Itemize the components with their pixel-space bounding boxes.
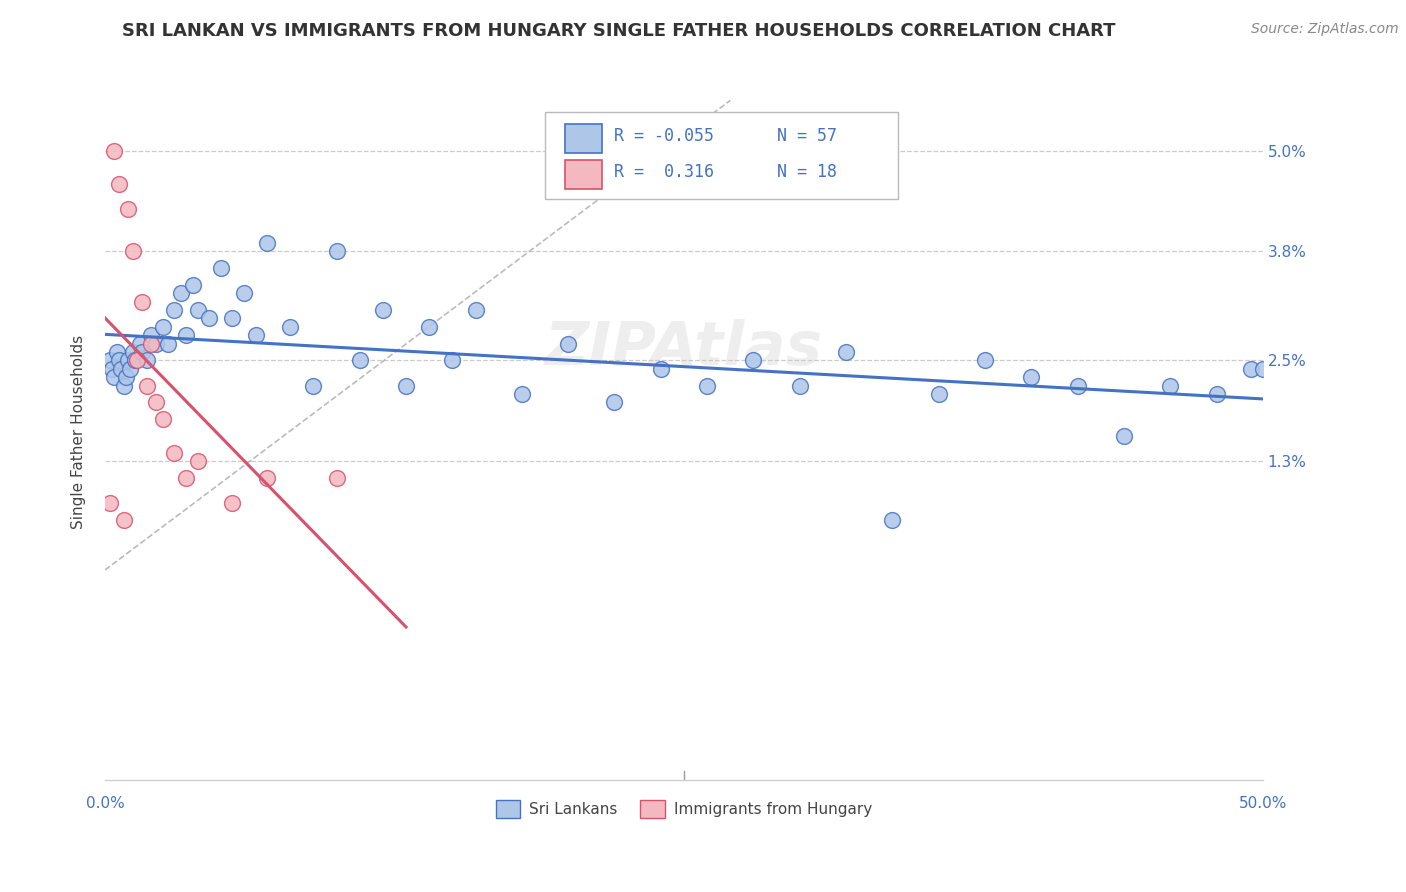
- Point: [187, 454, 209, 468]
- Point: [120, 361, 142, 376]
- Point: [1251, 361, 1274, 376]
- Point: [145, 336, 167, 351]
- FancyBboxPatch shape: [546, 112, 898, 199]
- FancyBboxPatch shape: [565, 160, 602, 189]
- Point: [1021, 370, 1043, 384]
- Point: [441, 353, 464, 368]
- Point: [128, 336, 150, 351]
- Point: [464, 303, 486, 318]
- Point: [325, 244, 347, 259]
- Point: [98, 353, 121, 368]
- Point: [103, 144, 125, 158]
- Point: [105, 345, 128, 359]
- Point: [110, 361, 132, 376]
- Point: [789, 378, 811, 392]
- Point: [256, 235, 278, 250]
- Point: [170, 286, 193, 301]
- Point: [108, 353, 131, 368]
- Point: [928, 387, 950, 401]
- Point: [117, 353, 139, 368]
- Point: [835, 345, 858, 359]
- Text: R =  0.316: R = 0.316: [614, 163, 714, 181]
- Point: [557, 336, 579, 351]
- Point: [135, 353, 157, 368]
- Point: [198, 311, 221, 326]
- Point: [209, 261, 232, 276]
- Point: [882, 513, 904, 527]
- Point: [245, 328, 267, 343]
- Point: [395, 378, 418, 392]
- Point: [1066, 378, 1088, 392]
- Text: 50.0%: 50.0%: [1239, 797, 1286, 812]
- Point: [349, 353, 371, 368]
- Point: [181, 277, 204, 292]
- Point: [696, 378, 718, 392]
- Point: [256, 471, 278, 485]
- Y-axis label: Single Father Households: Single Father Households: [72, 334, 86, 529]
- Point: [103, 370, 125, 384]
- Text: Source: ZipAtlas.com: Source: ZipAtlas.com: [1251, 22, 1399, 37]
- Point: [174, 471, 197, 485]
- Point: [127, 353, 149, 368]
- Point: [101, 361, 124, 376]
- Point: [232, 286, 254, 301]
- Text: ZIPAtlas: ZIPAtlas: [546, 318, 823, 377]
- Point: [510, 387, 533, 401]
- Text: N = 18: N = 18: [776, 163, 837, 181]
- Point: [156, 336, 179, 351]
- FancyBboxPatch shape: [565, 124, 602, 153]
- Point: [974, 353, 997, 368]
- Point: [742, 353, 765, 368]
- Point: [1240, 361, 1263, 376]
- Text: R = -0.055: R = -0.055: [614, 127, 714, 145]
- Point: [278, 319, 301, 334]
- Point: [121, 244, 143, 259]
- Point: [152, 412, 174, 426]
- Point: [650, 361, 672, 376]
- Point: [141, 328, 163, 343]
- Point: [187, 303, 209, 318]
- Point: [1159, 378, 1181, 392]
- Point: [114, 370, 136, 384]
- Text: N = 57: N = 57: [776, 127, 837, 145]
- Point: [163, 445, 186, 459]
- Point: [603, 395, 626, 409]
- Point: [141, 336, 163, 351]
- Point: [325, 471, 347, 485]
- Point: [1205, 387, 1227, 401]
- Point: [112, 513, 135, 527]
- Point: [221, 496, 243, 510]
- Point: [98, 496, 121, 510]
- Point: [302, 378, 325, 392]
- Point: [124, 353, 146, 368]
- Point: [117, 202, 139, 217]
- Point: [131, 294, 153, 309]
- Point: [112, 378, 135, 392]
- Point: [131, 345, 153, 359]
- Point: [108, 178, 131, 192]
- Text: 0.0%: 0.0%: [86, 797, 124, 812]
- Point: [135, 378, 157, 392]
- Point: [418, 319, 440, 334]
- Point: [121, 345, 143, 359]
- Point: [1112, 429, 1135, 443]
- Point: [221, 311, 243, 326]
- Point: [152, 319, 174, 334]
- Legend: Sri Lankans, Immigrants from Hungary: Sri Lankans, Immigrants from Hungary: [489, 794, 879, 824]
- Text: SRI LANKAN VS IMMIGRANTS FROM HUNGARY SINGLE FATHER HOUSEHOLDS CORRELATION CHART: SRI LANKAN VS IMMIGRANTS FROM HUNGARY SI…: [122, 22, 1115, 40]
- Point: [371, 303, 394, 318]
- Point: [174, 328, 197, 343]
- Point: [145, 395, 167, 409]
- Point: [163, 303, 186, 318]
